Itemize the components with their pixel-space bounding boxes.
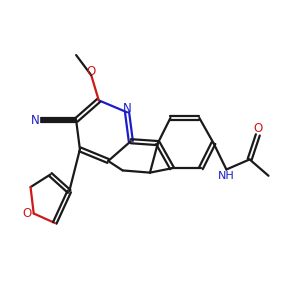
Text: O: O xyxy=(22,207,32,220)
Text: O: O xyxy=(87,65,96,78)
Text: N: N xyxy=(123,102,131,115)
Text: O: O xyxy=(253,122,262,135)
Text: N: N xyxy=(31,114,40,127)
Text: NH: NH xyxy=(218,171,235,182)
